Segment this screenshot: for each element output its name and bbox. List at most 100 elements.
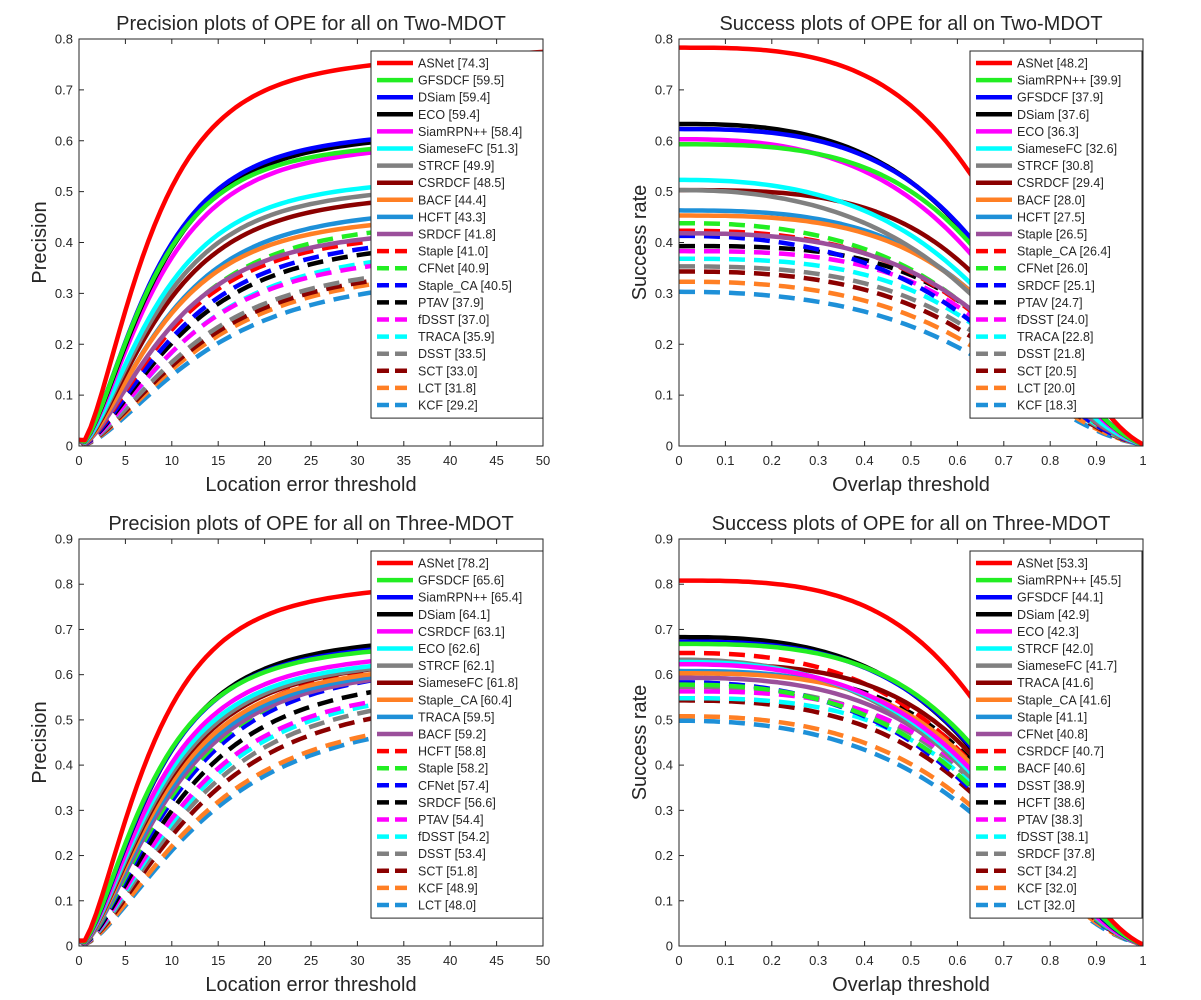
legend-entry-strcf-42-0: STRCF [42.0] xyxy=(1017,642,1093,656)
x-tick-label: 20 xyxy=(257,953,271,968)
precision-plot-three-mdot: Precision plots of OPE for all on Three-… xyxy=(29,513,550,996)
legend-entry-lct-20-0: LCT [20.0] xyxy=(1017,381,1075,395)
x-tick-label: 30 xyxy=(350,953,364,968)
x-axis-label: Overlap threshold xyxy=(832,474,990,496)
success-chart-two-mdot: Success plots of OPE for all on Two-MDOT… xyxy=(600,0,1200,500)
legend-entry-gfsdcf-37-9: GFSDCF [37.9] xyxy=(1017,91,1103,105)
legend-entry-lct-48-0: LCT [48.0] xyxy=(418,899,476,913)
x-tick-label: 35 xyxy=(397,953,411,968)
y-tick-label: 0.9 xyxy=(655,532,673,547)
y-tick-label: 0.3 xyxy=(655,286,673,301)
x-tick-label: 5 xyxy=(122,953,129,968)
legend-entry-siamrpn-39-9: SiamRPN++ [39.9] xyxy=(1017,74,1121,88)
y-tick-label: 0.4 xyxy=(655,758,673,773)
legend-entry-kcf-29-2: KCF [29.2] xyxy=(418,399,478,413)
chart-title: Success plots of OPE for all on Two-MDOT xyxy=(719,13,1102,35)
legend-entry-siamesefc-41-7: SiameseFC [41.7] xyxy=(1017,659,1117,673)
legend-entry-staple-58-2: Staple [58.2] xyxy=(418,762,488,776)
legend-entry-asnet-48-2: ASNet [48.2] xyxy=(1017,57,1088,71)
x-tick-label: 0 xyxy=(75,453,82,468)
legend-entry-kcf-48-9: KCF [48.9] xyxy=(418,881,478,895)
legend-entry-siamesefc-51-3: SiameseFC [51.3] xyxy=(418,142,518,156)
y-tick-label: 0.8 xyxy=(655,577,673,592)
y-tick-label: 0.1 xyxy=(655,893,673,908)
series-line-kcf-48-9 xyxy=(79,713,543,946)
x-tick-label: 45 xyxy=(489,453,503,468)
legend-entry-hcft-43-3: HCFT [43.3] xyxy=(418,210,486,224)
y-tick-label: 0.1 xyxy=(55,893,73,908)
legend-entry-traca-22-8: TRACA [22.8] xyxy=(1017,330,1093,344)
y-tick-label: 0.2 xyxy=(655,848,673,863)
x-tick-label: 5 xyxy=(122,453,129,468)
legend-entry-kcf-18-3: KCF [18.3] xyxy=(1017,399,1077,413)
series-line-kcf-32-0 xyxy=(679,714,1143,946)
x-tick-label: 10 xyxy=(165,453,179,468)
x-tick-label: 0 xyxy=(75,953,82,968)
legend-entry-hcft-58-8: HCFT [58.8] xyxy=(418,745,486,759)
series-line-staple-41-0 xyxy=(79,228,543,446)
legend-entry-dsst-21-8: DSST [21.8] xyxy=(1017,347,1085,361)
y-axis-label: Success rate xyxy=(629,685,651,801)
x-tick-label: 0.7 xyxy=(995,953,1013,968)
x-tick-label: 0.9 xyxy=(1088,453,1106,468)
y-tick-label: 0.6 xyxy=(655,133,673,148)
legend-entry-cfnet-40-8: CFNet [40.8] xyxy=(1017,728,1088,742)
y-tick-label: 0.8 xyxy=(55,577,73,592)
series-line-ptav-54-4 xyxy=(79,682,543,946)
legend-entry-staple-26-5: Staple [26.5] xyxy=(1017,228,1087,242)
legend-entry-ptav-37-9: PTAV [37.9] xyxy=(418,296,484,310)
legend-entry-staple-ca-40-5: Staple_CA [40.5] xyxy=(418,279,512,293)
series-line-lct-32-0 xyxy=(679,718,1143,946)
x-tick-label: 50 xyxy=(536,453,550,468)
success-plot-three-mdot: Success plots of OPE for all on Three-MD… xyxy=(629,513,1147,996)
legend-entry-bacf-59-2: BACF [59.2] xyxy=(418,728,486,742)
legend-entry-siamesefc-61-8: SiameseFC [61.8] xyxy=(418,676,518,690)
x-tick-label: 0.1 xyxy=(716,953,734,968)
x-tick-label: 1 xyxy=(1139,953,1146,968)
legend-entry-traca-41-6: TRACA [41.6] xyxy=(1017,676,1093,690)
legend-entry-csrdcf-63-1: CSRDCF [63.1] xyxy=(418,625,505,639)
x-tick-label: 30 xyxy=(350,453,364,468)
legend-entry-sct-20-5: SCT [20.5] xyxy=(1017,364,1077,378)
y-tick-label: 0.6 xyxy=(655,667,673,682)
legend-entry-hcft-27-5: HCFT [27.5] xyxy=(1017,210,1085,224)
y-tick-label: 0.1 xyxy=(655,388,673,403)
legend-entry-csrdcf-48-5: CSRDCF [48.5] xyxy=(418,176,505,190)
y-tick-label: 0 xyxy=(666,439,673,454)
x-tick-label: 25 xyxy=(304,953,318,968)
legend-entry-staple-41-1: Staple [41.1] xyxy=(1017,710,1087,724)
y-tick-label: 0.6 xyxy=(55,667,73,682)
x-tick-label: 35 xyxy=(397,453,411,468)
y-tick-label: 0.4 xyxy=(55,235,73,250)
legend-entry-bacf-44-4: BACF [44.4] xyxy=(418,193,486,207)
series-line-dsst-21-8 xyxy=(679,264,1143,446)
legend-entry-siamrpn-65-4: SiamRPN++ [65.4] xyxy=(418,591,522,605)
legend-entry-lct-31-8: LCT [31.8] xyxy=(418,381,476,395)
x-tick-label: 0.2 xyxy=(763,953,781,968)
legend-entry-traca-59-5: TRACA [59.5] xyxy=(418,710,494,724)
legend-entry-staple-ca-60-4: Staple_CA [60.4] xyxy=(418,693,512,707)
y-tick-label: 0.4 xyxy=(655,235,673,250)
legend-entry-fdsst-24-0: fDSST [24.0] xyxy=(1017,313,1088,327)
chart-title: Precision plots of OPE for all on Three-… xyxy=(108,513,513,535)
legend-entry-siamesefc-32-6: SiameseFC [32.6] xyxy=(1017,142,1117,156)
legend: ASNet [78.2] GFSDCF [65.6] SiamRPN++ [65.4… xyxy=(370,550,544,919)
y-tick-label: 0.2 xyxy=(55,337,73,352)
legend-entry-cfnet-26-0: CFNet [26.0] xyxy=(1017,262,1088,276)
legend-entry-siamrpn-45-5: SiamRPN++ [45.5] xyxy=(1017,574,1121,588)
x-tick-label: 0.7 xyxy=(995,453,1013,468)
legend-entry-srdcf-37-8: SRDCF [37.8] xyxy=(1017,847,1095,861)
legend-entry-eco-59-4: ECO [59.4] xyxy=(418,108,480,122)
y-tick-label: 0 xyxy=(66,939,73,954)
legend-entry-dsiam-59-4: DSiam [59.4] xyxy=(418,91,490,105)
legend-entry-cfnet-57-4: CFNet [57.4] xyxy=(418,779,489,793)
x-axis-label: Location error threshold xyxy=(205,474,416,496)
x-tick-label: 0.1 xyxy=(716,453,734,468)
y-axis-label: Success rate xyxy=(629,185,651,301)
x-tick-label: 25 xyxy=(304,453,318,468)
legend-entry-sct-51-8: SCT [51.8] xyxy=(418,864,478,878)
legend-entry-eco-42-3: ECO [42.3] xyxy=(1017,625,1079,639)
y-tick-label: 0.3 xyxy=(655,803,673,818)
legend-entry-strcf-49-9: STRCF [49.9] xyxy=(418,159,494,173)
x-tick-label: 40 xyxy=(443,953,457,968)
